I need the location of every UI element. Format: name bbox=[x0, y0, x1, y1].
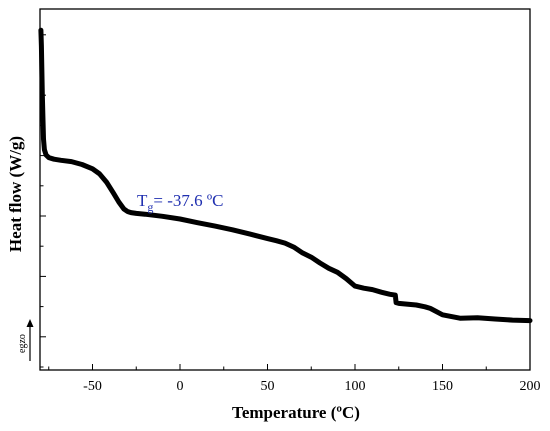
x-tick-label: 50 bbox=[261, 379, 275, 394]
annotation-tg-subscript: g bbox=[147, 200, 153, 214]
exo-indicator: egzo bbox=[17, 319, 34, 361]
annotation-tg: Tg= -37.6 ºC bbox=[137, 191, 224, 214]
x-axis-tick-labels: -50 0 50 100 150 200 bbox=[83, 379, 540, 394]
x-tick-label: 100 bbox=[345, 379, 366, 394]
y-axis-title: Heat flow (W/g) bbox=[6, 136, 25, 252]
plot-border bbox=[39, 8, 531, 371]
x-axis-title: Temperature (ºC) bbox=[232, 403, 360, 422]
x-tick-label: -50 bbox=[83, 379, 102, 394]
x-tick-label: 0 bbox=[177, 379, 184, 394]
plot-frame bbox=[39, 8, 531, 371]
annotation-tg-value: = -37.6 ºC bbox=[153, 191, 223, 210]
heat-flow-curve bbox=[38, 27, 533, 324]
exo-arrow-icon bbox=[26, 319, 34, 327]
x-axis-ticks bbox=[48, 364, 531, 370]
x-tick-label: 150 bbox=[432, 379, 453, 394]
annotation-tg-letter: T bbox=[137, 191, 148, 210]
x-tick-label: 200 bbox=[520, 379, 541, 394]
exo-label: egzo bbox=[17, 334, 28, 353]
